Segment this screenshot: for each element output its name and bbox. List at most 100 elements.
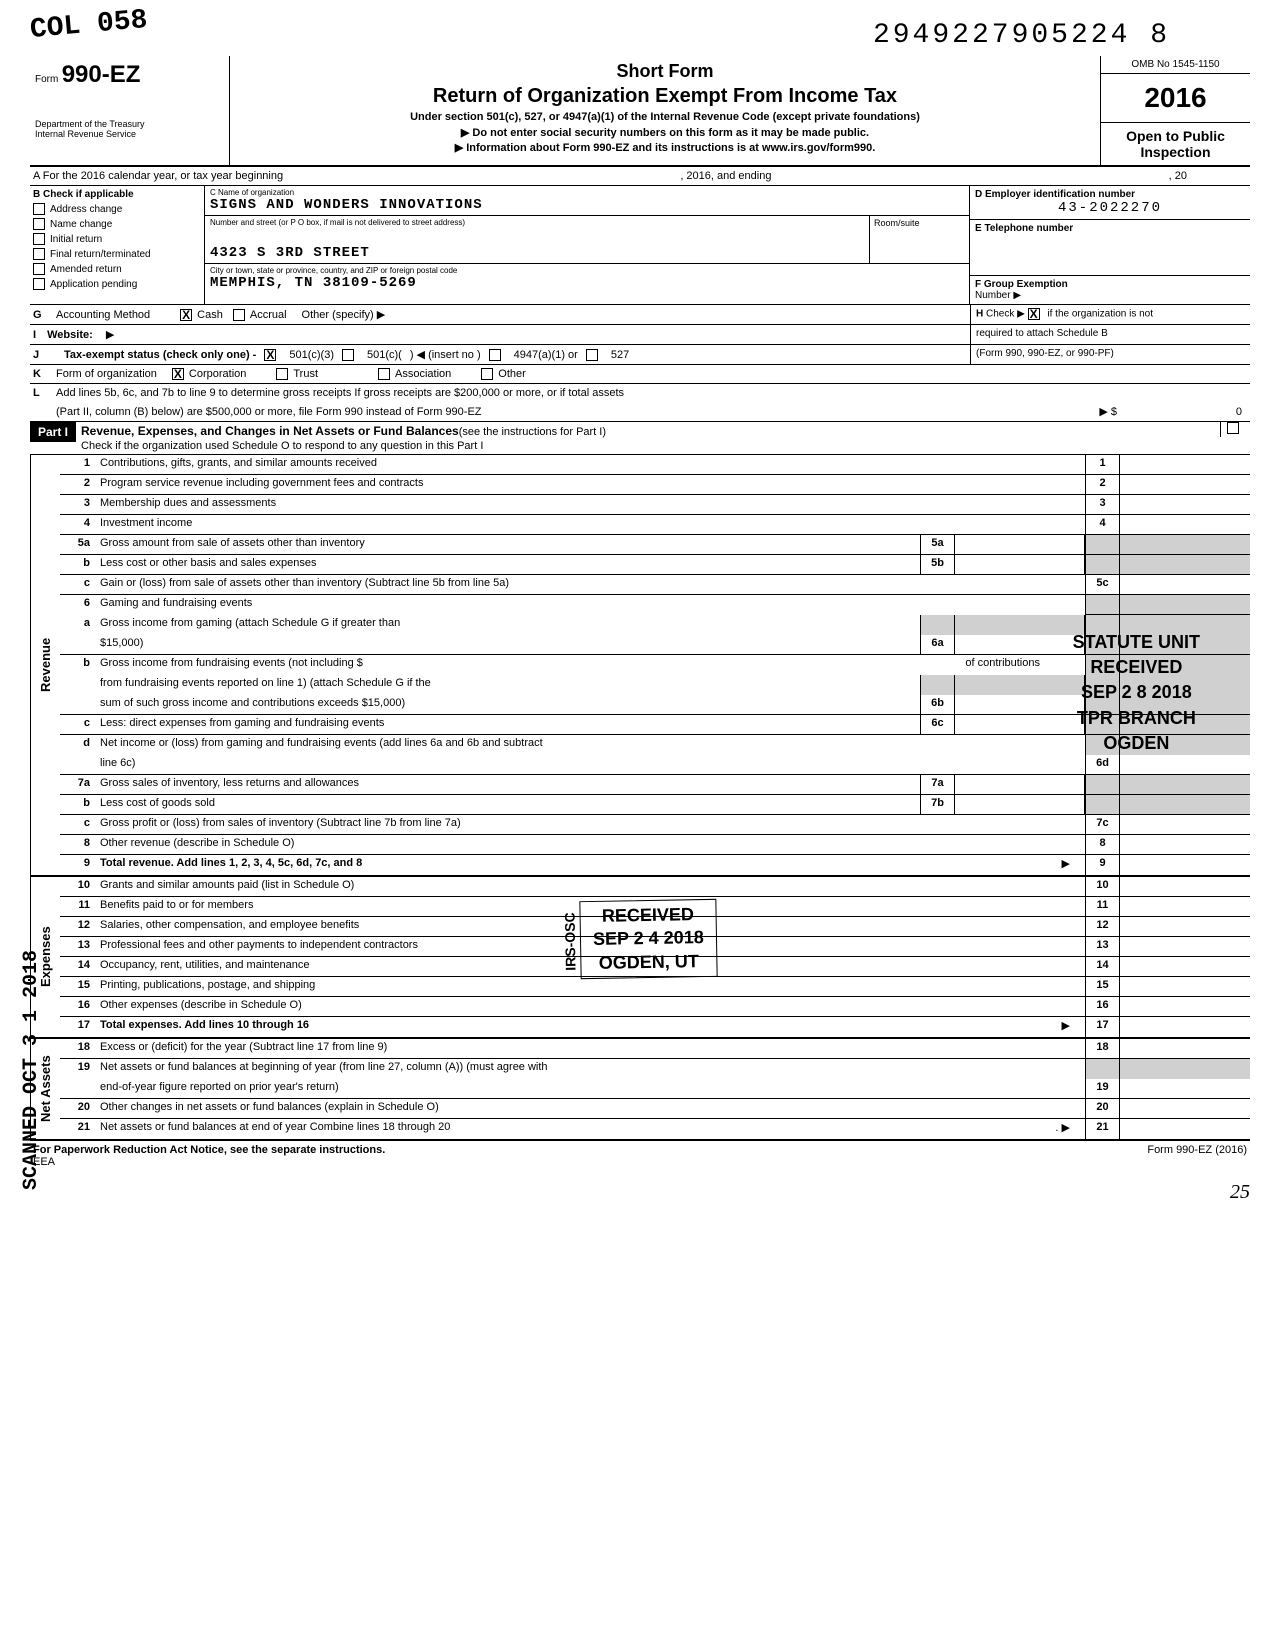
l21-desc: Net assets or fund balances at end of ye… <box>95 1119 1085 1139</box>
part-1-title: Revenue, Expenses, and Changes in Net As… <box>81 424 459 438</box>
chk-assoc[interactable] <box>378 368 390 380</box>
room-suite: Room/suite <box>869 216 969 263</box>
section-b: B Check if applicable Address change Nam… <box>30 186 205 304</box>
l3-val[interactable] <box>1120 495 1250 514</box>
l2-val[interactable] <box>1120 475 1250 494</box>
h-text2-cell: required to attach Schedule B <box>970 325 1250 344</box>
l6b-mval[interactable] <box>955 695 1085 714</box>
l6b-mn: 6b <box>920 695 955 714</box>
chk-final-return[interactable]: Final return/terminated <box>33 248 201 260</box>
trust-label: Trust <box>293 368 318 380</box>
l7c-val[interactable] <box>1120 815 1250 834</box>
l6d-val[interactable] <box>1120 755 1250 774</box>
tel-label: E Telephone number <box>975 223 1245 234</box>
street-label: Number and street (or P O box, if mail i… <box>210 218 864 227</box>
l8-val[interactable] <box>1120 835 1250 854</box>
l17-val[interactable] <box>1120 1017 1250 1037</box>
l10-val[interactable] <box>1120 877 1250 896</box>
l15-val[interactable] <box>1120 977 1250 996</box>
corp-label: Corporation <box>189 368 246 380</box>
chk-address-change[interactable]: Address change <box>33 203 201 215</box>
revenue-side-label: Revenue <box>30 455 60 875</box>
info-link: ▶ Information about Form 990-EZ and its … <box>235 141 1095 154</box>
l5a-val <box>1120 535 1250 554</box>
stamp1-l3: SEP 2 8 2018 <box>1073 680 1200 705</box>
l6a-mval[interactable] <box>955 635 1085 654</box>
opt-501c: 501(c)( <box>367 349 402 361</box>
l2-desc: Program service revenue including govern… <box>95 475 1085 494</box>
l5b-desc: Less cost or other basis and sales expen… <box>95 555 920 574</box>
l4-val[interactable] <box>1120 515 1250 534</box>
stamp1-l1: STATUTE UNIT <box>1073 630 1200 655</box>
l7a-mval[interactable] <box>955 775 1085 794</box>
l6c-num: c <box>60 715 95 734</box>
l5b-mn: 5b <box>920 555 955 574</box>
form-header: Form 990-EZ Department of the Treasury I… <box>30 56 1250 167</box>
line-a-prefix: A For the 2016 calendar year, or tax yea… <box>33 170 283 182</box>
l19-val[interactable] <box>1120 1079 1250 1098</box>
chk-app-pending[interactable]: Application pending <box>33 278 201 290</box>
stamp2-l3: OGDEN, UT <box>593 950 704 975</box>
l19-val-s <box>1120 1059 1250 1079</box>
l17-rn: 17 <box>1085 1017 1120 1037</box>
l13-val[interactable] <box>1120 937 1250 956</box>
chk-corp[interactable] <box>172 368 184 380</box>
l7a-rn <box>1085 775 1120 794</box>
l6a-mn-s <box>920 615 955 635</box>
org-name-row: C Name of organization SIGNS AND WONDERS… <box>205 186 969 216</box>
l5c-val[interactable] <box>1120 575 1250 594</box>
chk-accrual[interactable] <box>233 309 245 321</box>
l20-val[interactable] <box>1120 1099 1250 1118</box>
l1-desc: Contributions, gifts, grants, and simila… <box>95 455 1085 474</box>
l12-val[interactable] <box>1120 917 1250 936</box>
chk-schedule-o[interactable] <box>1227 422 1239 434</box>
short-form-label: Short Form <box>235 61 1095 82</box>
l5b-mval[interactable] <box>955 555 1085 574</box>
l17-desc: Total expenses. Add lines 10 through 16▶ <box>95 1017 1085 1037</box>
header-left: Form 990-EZ Department of the Treasury I… <box>30 56 230 165</box>
l6a-mn: 6a <box>920 635 955 654</box>
chk-h[interactable] <box>1028 308 1040 320</box>
l5a-rn <box>1085 535 1120 554</box>
line-j: J Tax-exempt status (check only one) - 5… <box>30 345 970 364</box>
l4-num: 4 <box>60 515 95 534</box>
chk-amended[interactable]: Amended return <box>33 263 201 275</box>
opt-4947: 4947(a)(1) or <box>514 349 578 361</box>
l4-desc: Investment income <box>95 515 1085 534</box>
l18-val[interactable] <box>1120 1039 1250 1058</box>
l14-num: 14 <box>60 957 95 976</box>
l16-val[interactable] <box>1120 997 1250 1016</box>
dept-irs: Internal Revenue Service <box>35 129 224 139</box>
chk-527[interactable] <box>586 349 598 361</box>
l21-val[interactable] <box>1120 1119 1250 1139</box>
line-a-suffix: , 20 <box>1169 170 1187 182</box>
city-label: City or town, state or province, country… <box>210 266 964 275</box>
chk-cash[interactable] <box>180 309 192 321</box>
l7b-rn <box>1085 795 1120 814</box>
chk-4947[interactable] <box>489 349 501 361</box>
l5a-mval[interactable] <box>955 535 1085 554</box>
l6c-mval[interactable] <box>955 715 1085 734</box>
chk-other-org[interactable] <box>481 368 493 380</box>
l8-rn: 8 <box>1085 835 1120 854</box>
chk-501c[interactable] <box>342 349 354 361</box>
l11-val[interactable] <box>1120 897 1250 916</box>
chk-name-change[interactable]: Name change <box>33 218 201 230</box>
chk-initial-return[interactable]: Initial return <box>33 233 201 245</box>
l6b-desc3: from fundraising events reported on line… <box>95 675 920 695</box>
l11-rn: 11 <box>1085 897 1120 916</box>
ein-value: 43-2022270 <box>975 200 1245 216</box>
l1-val[interactable] <box>1120 455 1250 474</box>
l15-rn: 15 <box>1085 977 1120 996</box>
l12-rn: 12 <box>1085 917 1120 936</box>
l18-rn: 18 <box>1085 1039 1120 1058</box>
l9-val[interactable] <box>1120 855 1250 875</box>
l14-val[interactable] <box>1120 957 1250 976</box>
l7b-mval[interactable] <box>955 795 1085 814</box>
line-i: I Website: ▶ <box>30 325 970 344</box>
l6b-num2 <box>60 675 95 695</box>
chk-501c3[interactable] <box>264 349 276 361</box>
chk-trust[interactable] <box>276 368 288 380</box>
l16-num: 16 <box>60 997 95 1016</box>
g-label: Accounting Method <box>56 309 150 321</box>
